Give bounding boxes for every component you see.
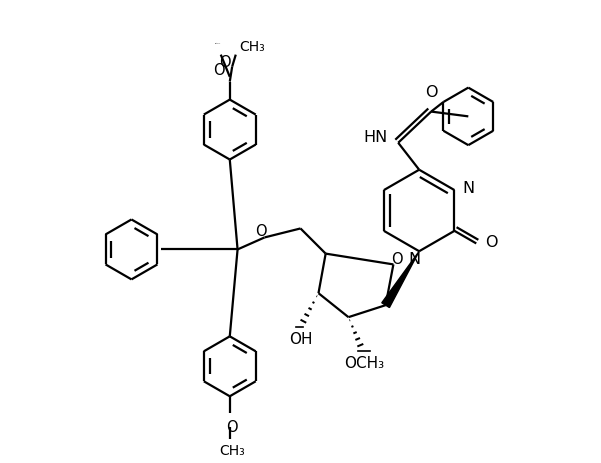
Text: O: O — [213, 63, 225, 78]
Text: O: O — [485, 235, 498, 250]
Text: OCH₃: OCH₃ — [344, 356, 384, 370]
Text: CH₃: CH₃ — [239, 40, 264, 55]
Text: methoxy: methoxy — [215, 43, 221, 44]
Text: HN: HN — [363, 131, 388, 145]
Text: O: O — [425, 85, 438, 100]
Text: O: O — [391, 252, 403, 267]
Text: O: O — [227, 420, 238, 435]
Text: OH: OH — [288, 332, 313, 346]
Polygon shape — [382, 251, 419, 307]
Text: N: N — [408, 252, 421, 268]
Text: N: N — [463, 181, 475, 196]
Text: CH₃: CH₃ — [219, 444, 245, 458]
Text: O: O — [219, 55, 231, 70]
Text: O: O — [255, 224, 267, 239]
